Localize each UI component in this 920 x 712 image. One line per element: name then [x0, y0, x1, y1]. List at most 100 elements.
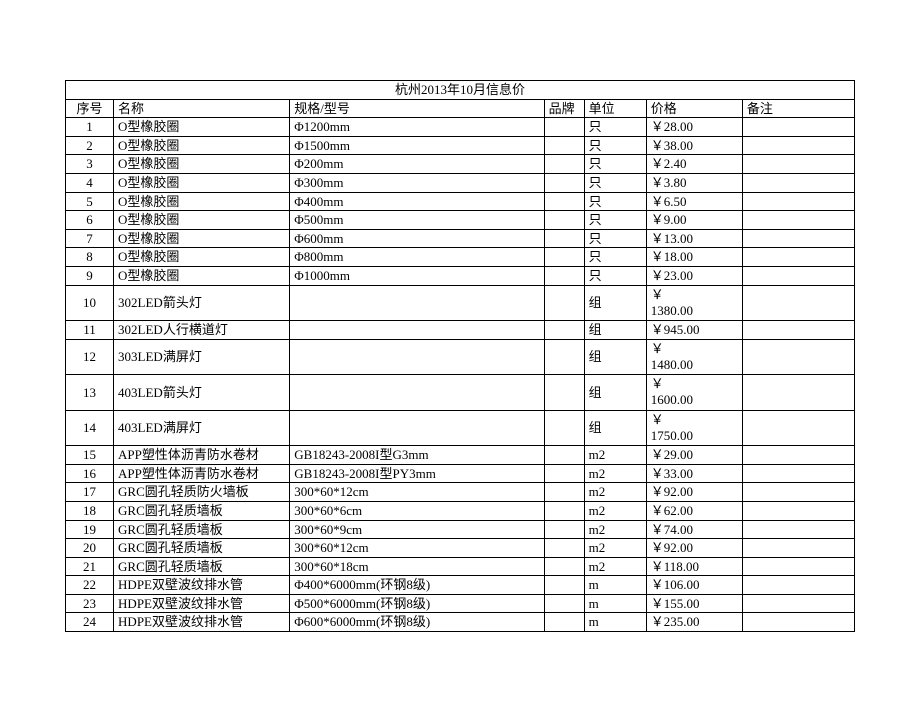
cell-seq: 17 [66, 483, 114, 502]
table-row: 18GRC圆孔轻质墙板300*60*6cmm2￥62.00 [66, 501, 855, 520]
cell-price: ￥74.00 [646, 520, 742, 539]
header-seq: 序号 [66, 99, 114, 118]
cell-unit: m [584, 594, 646, 613]
cell-seq: 2 [66, 136, 114, 155]
cell-name: O型橡胶圈 [114, 211, 290, 230]
cell-name: 303LED满屏灯 [114, 339, 290, 375]
table-row: 17GRC圆孔轻质防火墙板300*60*12cmm2￥92.00 [66, 483, 855, 502]
cell-spec: Φ600*6000mm(环钢8级) [290, 613, 544, 632]
cell-price: ￥33.00 [646, 464, 742, 483]
cell-unit: 只 [584, 248, 646, 267]
cell-price: ￥ 1750.00 [646, 410, 742, 446]
cell-unit: m2 [584, 464, 646, 483]
cell-unit: m [584, 576, 646, 595]
cell-price: ￥3.80 [646, 173, 742, 192]
cell-price: ￥945.00 [646, 321, 742, 340]
cell-spec: Φ400mm [290, 192, 544, 211]
table-header-row: 序号 名称 规格/型号 品牌 单位 价格 备注 [66, 99, 855, 118]
cell-name: O型橡胶圈 [114, 173, 290, 192]
table-row: 6O型橡胶圈Φ500mm只￥9.00 [66, 211, 855, 230]
cell-price: ￥13.00 [646, 229, 742, 248]
cell-unit: m2 [584, 501, 646, 520]
cell-note [742, 446, 854, 465]
table-title: 杭州2013年10月信息价 [66, 81, 855, 100]
cell-name: O型橡胶圈 [114, 155, 290, 174]
cell-seq: 18 [66, 501, 114, 520]
cell-seq: 20 [66, 539, 114, 558]
cell-name: APP塑性体沥青防水卷材 [114, 464, 290, 483]
cell-spec: Φ800mm [290, 248, 544, 267]
cell-price: ￥38.00 [646, 136, 742, 155]
cell-name: 403LED满屏灯 [114, 410, 290, 446]
cell-spec: 300*60*18cm [290, 557, 544, 576]
cell-spec [290, 410, 544, 446]
cell-note [742, 557, 854, 576]
cell-unit: 组 [584, 410, 646, 446]
cell-brand [544, 375, 584, 411]
cell-note [742, 520, 854, 539]
table-row: 15APP塑性体沥青防水卷材GB18243-2008I型G3mmm2￥29.00 [66, 446, 855, 465]
table-row: 24HDPE双壁波纹排水管Φ600*6000mm(环钢8级)m￥235.00 [66, 613, 855, 632]
cell-price: ￥6.50 [646, 192, 742, 211]
cell-spec [290, 285, 544, 321]
cell-spec: Φ500*6000mm(环钢8级) [290, 594, 544, 613]
table-row: 5O型橡胶圈Φ400mm只￥6.50 [66, 192, 855, 211]
cell-unit: 组 [584, 339, 646, 375]
table-row: 20GRC圆孔轻质墙板300*60*12cmm2￥92.00 [66, 539, 855, 558]
cell-unit: 只 [584, 229, 646, 248]
cell-seq: 7 [66, 229, 114, 248]
cell-brand [544, 539, 584, 558]
cell-price: ￥92.00 [646, 483, 742, 502]
table-row: 3O型橡胶圈Φ200mm只￥2.40 [66, 155, 855, 174]
cell-price: ￥62.00 [646, 501, 742, 520]
cell-seq: 22 [66, 576, 114, 595]
cell-unit: 只 [584, 173, 646, 192]
cell-name: GRC圆孔轻质墙板 [114, 520, 290, 539]
cell-unit: m2 [584, 483, 646, 502]
table-row: 22HDPE双壁波纹排水管Φ400*6000mm(环钢8级)m￥106.00 [66, 576, 855, 595]
cell-note [742, 192, 854, 211]
table-row: 8O型橡胶圈Φ800mm只￥18.00 [66, 248, 855, 267]
cell-brand [544, 501, 584, 520]
cell-brand [544, 173, 584, 192]
cell-note [742, 339, 854, 375]
cell-spec: GB18243-2008I型PY3mm [290, 464, 544, 483]
cell-note [742, 173, 854, 192]
table-row: 13403LED箭头灯组￥ 1600.00 [66, 375, 855, 411]
cell-note [742, 321, 854, 340]
cell-name: O型橡胶圈 [114, 118, 290, 137]
cell-brand [544, 520, 584, 539]
cell-unit: 只 [584, 118, 646, 137]
cell-brand [544, 339, 584, 375]
cell-name: GRC圆孔轻质墙板 [114, 501, 290, 520]
cell-spec: GB18243-2008I型G3mm [290, 446, 544, 465]
cell-spec: Φ600mm [290, 229, 544, 248]
cell-unit: 只 [584, 211, 646, 230]
cell-price: ￥9.00 [646, 211, 742, 230]
cell-note [742, 539, 854, 558]
cell-price: ￥18.00 [646, 248, 742, 267]
cell-brand [544, 446, 584, 465]
cell-note [742, 266, 854, 285]
cell-seq: 24 [66, 613, 114, 632]
cell-unit: m [584, 613, 646, 632]
cell-price: ￥118.00 [646, 557, 742, 576]
cell-unit: m2 [584, 539, 646, 558]
cell-spec: Φ1000mm [290, 266, 544, 285]
cell-seq: 23 [66, 594, 114, 613]
cell-brand [544, 285, 584, 321]
cell-price: ￥235.00 [646, 613, 742, 632]
table-row: 9O型橡胶圈Φ1000mm只￥23.00 [66, 266, 855, 285]
cell-spec [290, 375, 544, 411]
cell-note [742, 501, 854, 520]
cell-note [742, 464, 854, 483]
cell-price: ￥29.00 [646, 446, 742, 465]
cell-brand [544, 266, 584, 285]
cell-seq: 16 [66, 464, 114, 483]
cell-note [742, 211, 854, 230]
cell-unit: 只 [584, 266, 646, 285]
cell-seq: 5 [66, 192, 114, 211]
cell-brand [544, 410, 584, 446]
header-brand: 品牌 [544, 99, 584, 118]
cell-brand [544, 613, 584, 632]
